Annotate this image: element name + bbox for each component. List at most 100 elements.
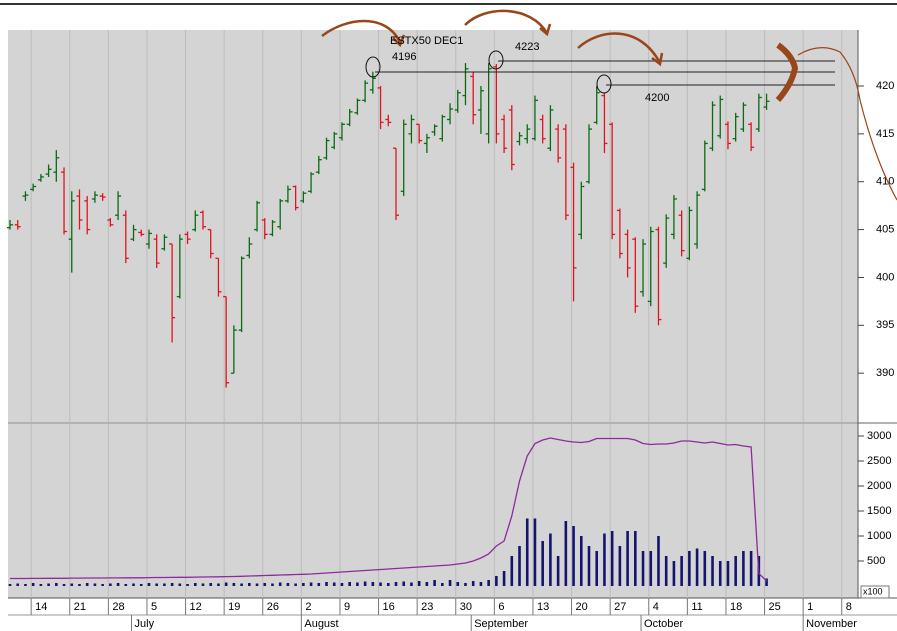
ohlc-bar (369, 71, 376, 94)
ohlc-bar (748, 122, 755, 152)
ohlc-bar (531, 95, 538, 141)
ohlc-bar (61, 167, 68, 235)
volume-bar (217, 583, 220, 586)
ohlc-bar (562, 124, 569, 221)
volume-bar (394, 582, 398, 586)
volume-bar (286, 583, 290, 586)
ohlc-bar (308, 172, 315, 194)
ohlc-bar (663, 214, 670, 268)
volume-bar (186, 584, 189, 586)
volume-bar (70, 583, 74, 586)
ohlc-bar (439, 114, 446, 142)
x-tick-label: 13 (537, 601, 549, 613)
volume-bar (464, 583, 467, 586)
volume-bar (340, 583, 344, 586)
ohlc-bar (22, 191, 29, 201)
ohlc-bar (686, 206, 693, 261)
y-tick-label: 390 (876, 367, 894, 379)
ohlc-bar (701, 140, 708, 192)
volume-bar (101, 584, 104, 586)
ohlc-bar (694, 191, 701, 249)
volume-bar (556, 556, 560, 586)
x-tick-label: 25 (769, 601, 781, 613)
volume-bar (618, 546, 622, 586)
y-tick-label: 405 (876, 223, 894, 235)
volume-bar (132, 583, 135, 586)
volume-bar (564, 521, 568, 586)
y2-tick-label: 1000 (867, 530, 891, 542)
volume-bar (410, 582, 413, 586)
ohlc-bar (84, 196, 91, 235)
volume-bar (363, 581, 367, 586)
volume-bar (487, 580, 490, 586)
volume-bar (155, 583, 158, 586)
x-tick-label: 2 (305, 601, 311, 613)
ohlc-bar (624, 229, 631, 278)
volume-bar (765, 578, 768, 586)
volume-bar (579, 536, 583, 586)
ohlc-bar (763, 93, 770, 110)
y-tick-label: 420 (876, 80, 894, 92)
x-tick-label: 16 (383, 601, 395, 613)
y2-tick-label: 2500 (867, 455, 891, 467)
x-tick-label: 23 (421, 601, 433, 613)
arrow (464, 9, 549, 34)
ohlc-bar (254, 200, 261, 232)
ohlc-bar (385, 114, 392, 127)
ohlc-bar (586, 124, 592, 184)
volume-bar (55, 583, 58, 586)
circle-mark (365, 56, 381, 78)
volume-bar (664, 556, 668, 586)
month-label: September (474, 618, 528, 630)
ohlc-bar (223, 295, 230, 388)
arrow-head (392, 34, 406, 48)
volume-bar (541, 541, 544, 586)
ohlc-bar (107, 218, 114, 227)
volume-bar (680, 556, 683, 586)
ohlc-bar (192, 210, 199, 232)
ohlc-bar (601, 92, 608, 154)
volume-bar (178, 583, 182, 586)
x-tick-label: 18 (730, 601, 742, 613)
ohlc-bar (230, 325, 237, 374)
ohlc-bar (153, 234, 160, 268)
ohlc-bar (292, 185, 299, 211)
ohlc-bar (616, 208, 623, 259)
ohlc-bar (354, 98, 361, 115)
ohlc-bar (724, 121, 731, 150)
x-tick-label: 12 (190, 601, 202, 613)
ohlc-bar (184, 231, 191, 244)
ohlc-bar (377, 86, 384, 130)
x-tick-label: 28 (112, 601, 124, 613)
volume-bar (255, 583, 259, 586)
annotation: 4200 (645, 92, 669, 104)
volume-bar (170, 583, 174, 586)
volume-bar (425, 582, 429, 586)
volume-bar (749, 551, 753, 586)
ohlc-bar (99, 193, 106, 201)
volume-bar (695, 548, 699, 586)
volume-bar (47, 583, 50, 586)
ohlc-bar (462, 63, 469, 106)
ohlc-bar (393, 147, 399, 221)
volume-bar (417, 581, 421, 586)
ohlc-bar (346, 108, 353, 127)
volume-bar (294, 583, 297, 586)
ohlc-bar (138, 229, 145, 237)
x-tick-label: 20 (576, 601, 588, 613)
ohlc-bar (516, 131, 523, 146)
volume-bar (93, 583, 97, 586)
ohlc-bar (115, 191, 122, 221)
volume-bar (232, 583, 236, 586)
ohlc-bar (130, 224, 137, 242)
ohlc-bar (207, 228, 214, 259)
ohlc-bar (709, 101, 716, 152)
volume-bar (8, 584, 12, 586)
annotation: 4223 (515, 41, 539, 53)
volume-bar (688, 551, 691, 586)
y2-tick-label: 500 (867, 555, 885, 567)
ohlc-bar (447, 103, 454, 125)
chart-title: ESTX50 DEC1 (390, 35, 463, 47)
volume-bar (518, 546, 521, 586)
